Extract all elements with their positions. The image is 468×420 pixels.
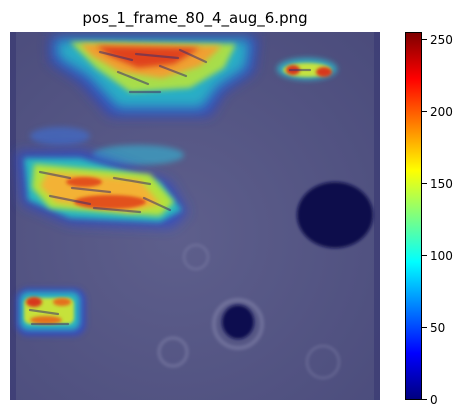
colorbar-tick — [422, 111, 427, 112]
colorbar-tick — [422, 327, 427, 328]
colorbar — [405, 32, 422, 400]
colorbar-tick — [422, 183, 427, 184]
colorbar-tick — [422, 255, 427, 256]
dark-blob-small — [222, 305, 254, 339]
circular-artifacts — [157, 244, 340, 379]
figure-title: pos_1_frame_80_4_aug_6.png — [82, 9, 308, 27]
cell-rods — [28, 48, 312, 326]
colorbar-tick-label: 150 — [430, 177, 453, 191]
dark-blob-large — [297, 182, 373, 248]
colorbar-tick-label: 100 — [430, 249, 453, 263]
colorbar-tick-label: 0 — [430, 393, 438, 407]
colorbar-tick — [422, 399, 427, 400]
colorbar-tick-label: 200 — [430, 105, 453, 119]
colorbar-tick-label: 50 — [430, 321, 446, 335]
heatmap-image — [10, 32, 380, 400]
colorbar-tick — [422, 39, 427, 40]
colorbar-tick-label: 250 — [430, 33, 453, 47]
